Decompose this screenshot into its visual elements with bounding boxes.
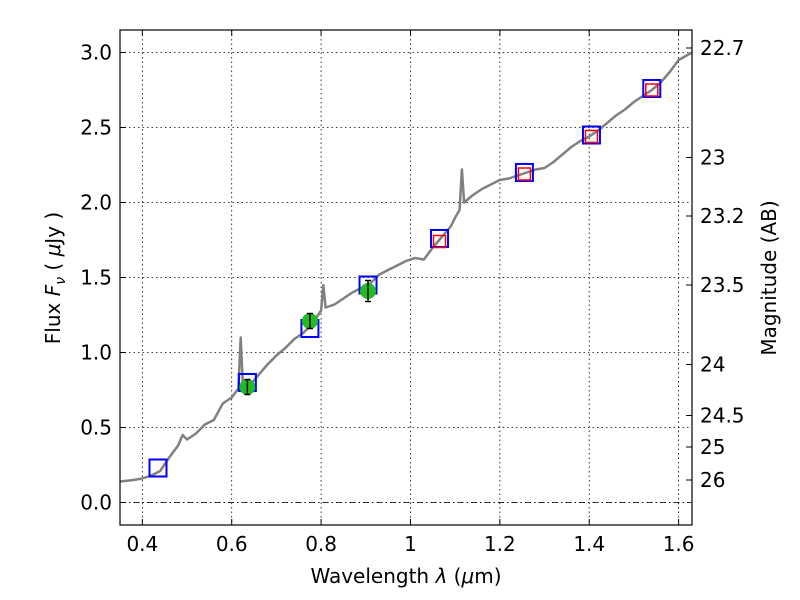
red-box-marker — [517, 167, 532, 181]
blue-box-marker — [581, 125, 601, 145]
blue-box-marker — [642, 79, 662, 98]
y2-tick-label: 23.5 — [700, 273, 745, 297]
tick-labels: 0.4 0.6 0.8 1 1.2 1.4 1.6 0.0 0.5 1.0 1.5 2.0 2.5 3.0… — [80, 36, 744, 556]
y2-tick-label: 22.7 — [700, 36, 745, 60]
red-box-marker — [584, 129, 599, 144]
grid — [120, 30, 692, 525]
x-axis-title: Wavelength λ (μm) — [310, 564, 501, 588]
y-tick-label: 2.5 — [80, 116, 112, 140]
y-tick-label: 0.0 — [80, 491, 112, 515]
x-tick-label: 1 — [404, 532, 417, 556]
x-tick-label: 1.4 — [573, 532, 605, 556]
marker-layer — [148, 79, 662, 478]
y-tick-label: 2.0 — [80, 191, 112, 215]
ticks — [120, 30, 692, 525]
red-box-marker — [432, 234, 447, 249]
y2-axis-title: Magnitude (AB) — [757, 200, 781, 355]
spectrum-line — [119, 51, 693, 483]
y2-tick-label: 24.5 — [700, 404, 745, 428]
x-tick-label: 0.4 — [126, 532, 158, 556]
y-tick-label: 0.5 — [80, 416, 112, 440]
red-box-marker — [645, 83, 659, 97]
x-tick-label: 0.6 — [216, 532, 248, 556]
blue-box-marker — [148, 458, 168, 478]
y2-tick-label: 26 — [700, 468, 725, 492]
y2-tick-label: 23.2 — [700, 204, 745, 228]
blue-box-marker — [514, 163, 534, 182]
spectrum-layer — [119, 51, 693, 483]
x-tick-label: 1.2 — [484, 532, 516, 556]
y2-tick-label: 25 — [700, 435, 725, 459]
y2-tick-label: 24 — [700, 353, 725, 377]
y-tick-label: 1.0 — [80, 341, 112, 365]
y2-tick-label: 23 — [700, 146, 725, 170]
x-tick-label: 0.8 — [305, 532, 337, 556]
y-axis-title: Flux Fν ( μJy ) — [41, 212, 69, 344]
y-tick-label: 3.0 — [80, 41, 112, 65]
y-tick-label: 1.5 — [80, 266, 112, 290]
x-tick-label: 1.6 — [663, 532, 695, 556]
